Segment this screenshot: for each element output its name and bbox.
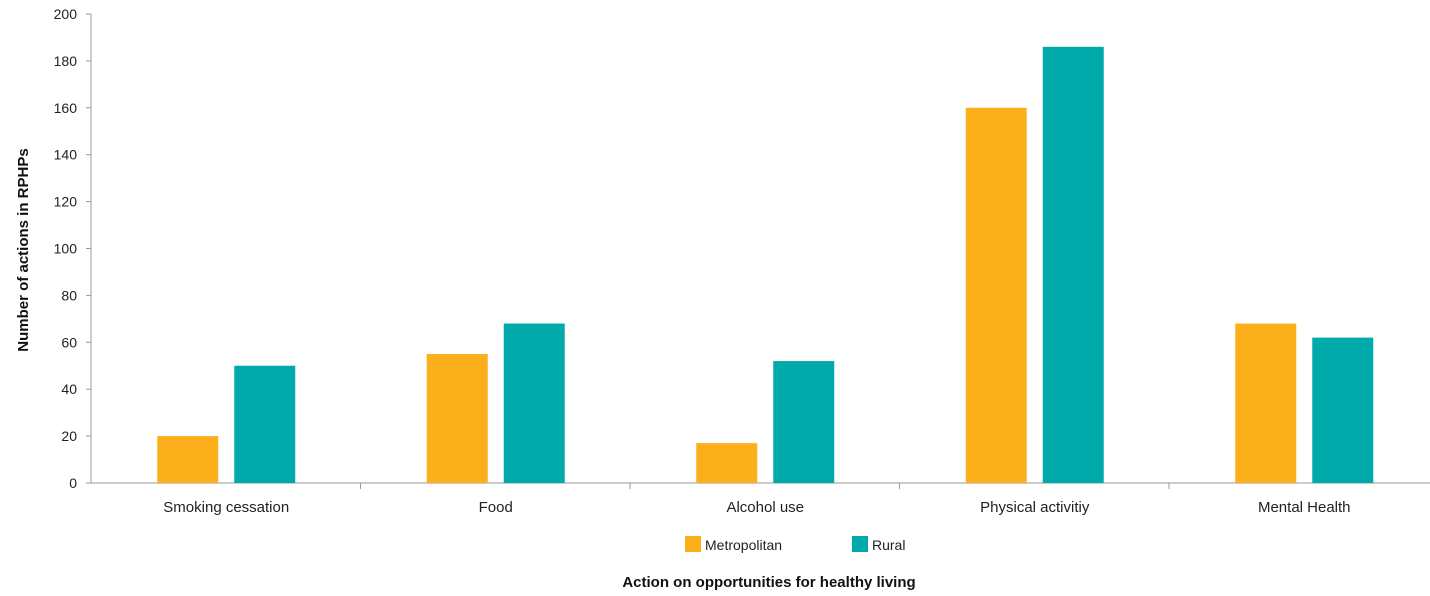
y-tick-label: 0 <box>69 475 77 491</box>
bar-metropolitan <box>965 107 1027 484</box>
x-axis: Smoking cessation Food Alcohol use Physical… <box>91 482 1430 516</box>
bar-rural <box>503 323 565 483</box>
bar-metropolitan <box>696 443 758 483</box>
y-tick-label: 20 <box>61 428 77 444</box>
bar-metropolitan <box>426 354 488 483</box>
y-tick-label: 160 <box>54 100 78 116</box>
y-tick-label: 100 <box>54 241 78 257</box>
legend-swatch-rural <box>852 536 868 552</box>
x-axis-title: Action on opportunities for healthy livi… <box>622 574 915 591</box>
x-tick-label: Food <box>479 499 513 516</box>
x-tick-label: Alcohol use <box>726 499 804 516</box>
y-tick-label: 40 <box>61 381 77 397</box>
y-axis: 0 20 40 60 80 100 120 140 160 180 200 <box>54 6 92 491</box>
bar-metropolitan <box>157 436 219 483</box>
bar-rural <box>1312 337 1374 483</box>
x-tick-label: Smoking cessation <box>163 499 289 516</box>
y-tick-label: 200 <box>54 6 78 22</box>
y-tick-label: 60 <box>61 334 77 350</box>
legend-label-rural: Rural <box>872 537 905 553</box>
x-tick-label: Physical activitiy <box>980 499 1090 516</box>
bar-rural <box>773 361 835 483</box>
bar-metropolitan <box>1235 323 1297 483</box>
y-tick-label: 180 <box>54 53 78 69</box>
bar-rural <box>1042 46 1104 484</box>
y-tick-label: 80 <box>61 287 77 303</box>
legend: Metropolitan Rural <box>685 536 905 553</box>
bar-rural <box>234 365 296 483</box>
x-tick-label: Mental Health <box>1258 499 1351 516</box>
y-tick-label: 140 <box>54 147 78 163</box>
legend-swatch-metropolitan <box>685 536 701 552</box>
legend-label-metropolitan: Metropolitan <box>705 537 782 553</box>
bars <box>157 46 1374 484</box>
y-axis-title: Number of actions in RPHPs <box>15 148 32 351</box>
y-tick-label: 120 <box>54 194 78 210</box>
